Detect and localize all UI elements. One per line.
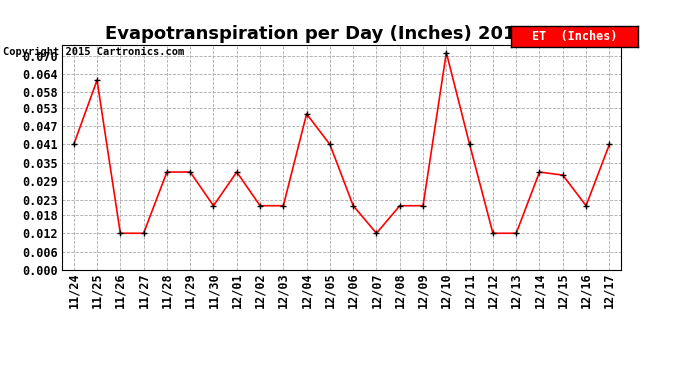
Title: Evapotranspiration per Day (Inches) 20151218: Evapotranspiration per Day (Inches) 2015… (105, 26, 578, 44)
Text: Copyright 2015 Cartronics.com: Copyright 2015 Cartronics.com (3, 47, 185, 57)
Text: ET  (Inches): ET (Inches) (532, 30, 617, 43)
